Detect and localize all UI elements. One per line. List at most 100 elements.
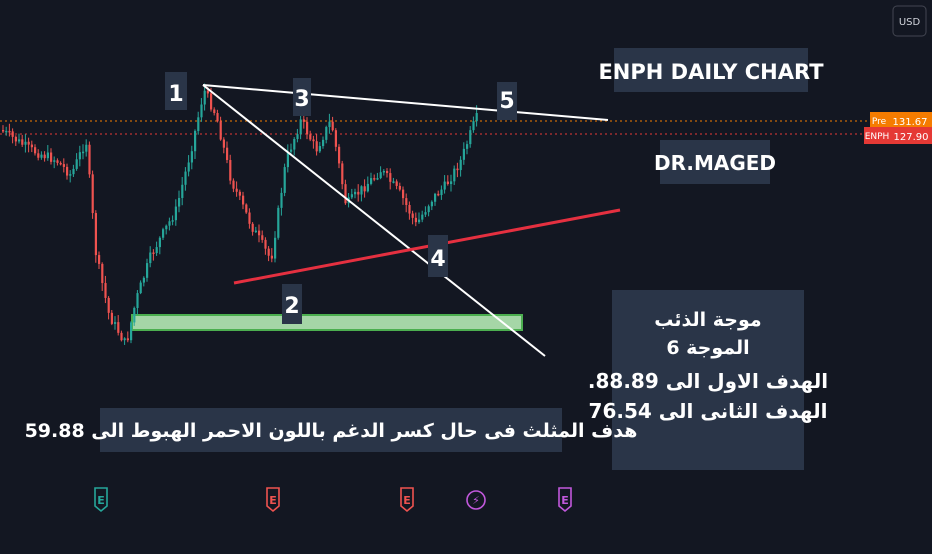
wave-label-5: 5	[497, 82, 517, 120]
earnings-marker-5[interactable]: E	[558, 487, 572, 513]
candle	[162, 229, 165, 238]
candle	[21, 139, 24, 145]
candle	[53, 160, 56, 162]
candle	[171, 220, 174, 222]
wave-label-1: 1	[165, 72, 187, 110]
candle	[363, 186, 366, 192]
candle	[430, 201, 433, 207]
candle	[40, 154, 43, 158]
svg-text:E: E	[403, 494, 411, 507]
candle	[238, 191, 241, 196]
candle	[459, 159, 462, 171]
candle	[98, 255, 101, 264]
candle	[139, 282, 142, 294]
candle	[270, 255, 273, 259]
candle	[37, 153, 40, 158]
candle	[405, 198, 408, 206]
svg-text:4: 4	[430, 247, 445, 272]
candle	[146, 263, 149, 278]
svg-text:Pre: Pre	[872, 117, 887, 127]
candle	[370, 178, 373, 184]
svg-text:USD: USD	[899, 17, 921, 28]
svg-text:131.67: 131.67	[893, 117, 928, 128]
candle	[130, 322, 133, 341]
candle	[14, 136, 17, 142]
candle	[344, 184, 347, 204]
candle	[462, 148, 465, 160]
candle	[206, 90, 209, 94]
candle	[149, 252, 152, 264]
candle	[168, 221, 171, 226]
candle	[277, 207, 280, 238]
candle	[126, 338, 129, 341]
candle	[11, 131, 14, 137]
currency-button[interactable]: USD	[892, 5, 927, 37]
candle	[248, 212, 251, 224]
candle	[322, 139, 325, 147]
candle	[219, 121, 222, 140]
chart-title: ENPH DAILY CHART	[598, 60, 824, 84]
candle	[197, 117, 200, 131]
candle	[357, 191, 360, 195]
svg-text:E: E	[561, 494, 569, 507]
candle	[123, 338, 126, 341]
candle	[309, 134, 312, 140]
candle	[386, 170, 389, 174]
candle	[466, 144, 469, 149]
candle	[56, 160, 59, 163]
candle	[437, 193, 440, 196]
candle	[190, 151, 193, 163]
candle	[312, 139, 315, 142]
candle	[411, 213, 414, 218]
candle	[283, 167, 286, 193]
candle	[184, 171, 187, 185]
candle	[24, 141, 27, 145]
candle	[443, 181, 446, 190]
candle	[318, 146, 321, 152]
candle	[88, 144, 91, 175]
svg-text:ENPH: ENPH	[865, 132, 890, 142]
candle	[82, 151, 85, 154]
candle	[290, 149, 293, 152]
candle	[165, 225, 168, 230]
earnings-marker-1[interactable]: E	[94, 487, 108, 513]
candle	[194, 130, 197, 152]
candle	[91, 174, 94, 214]
candle	[120, 332, 123, 341]
candle	[155, 247, 158, 254]
candle	[62, 164, 65, 167]
candle	[200, 104, 203, 118]
candle	[299, 119, 302, 135]
candle	[8, 130, 11, 133]
svg-text:1: 1	[168, 82, 183, 107]
candle	[245, 204, 248, 213]
candle	[286, 151, 289, 168]
bottom-note-box	[100, 408, 562, 452]
candle	[30, 144, 33, 148]
candle	[331, 121, 334, 131]
candle	[302, 119, 305, 122]
candle	[242, 195, 245, 205]
svg-text:E: E	[269, 494, 277, 507]
info-line-4: الهدف الثانى الى 76.54	[589, 399, 828, 423]
candle	[213, 109, 216, 114]
earnings-marker-2[interactable]: E	[266, 487, 280, 513]
candle	[296, 134, 299, 139]
candle	[69, 174, 72, 176]
author-label: DR.MAGED	[654, 151, 776, 175]
candle	[104, 283, 107, 298]
price-tag-last: ENPH 127.90	[864, 127, 932, 144]
candle	[222, 139, 225, 148]
earnings-marker-3[interactable]: E	[400, 487, 414, 513]
candle	[232, 180, 235, 189]
earnings-marker-4[interactable]: ⚡	[466, 490, 486, 510]
candle	[210, 93, 213, 110]
candle	[5, 130, 8, 133]
candle	[216, 113, 219, 122]
svg-text:3: 3	[294, 87, 309, 112]
candle	[408, 205, 411, 214]
candle	[117, 322, 120, 333]
candle	[338, 146, 341, 164]
candle	[325, 127, 328, 140]
